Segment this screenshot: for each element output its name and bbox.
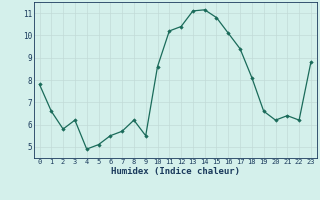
X-axis label: Humidex (Indice chaleur): Humidex (Indice chaleur) xyxy=(111,167,240,176)
